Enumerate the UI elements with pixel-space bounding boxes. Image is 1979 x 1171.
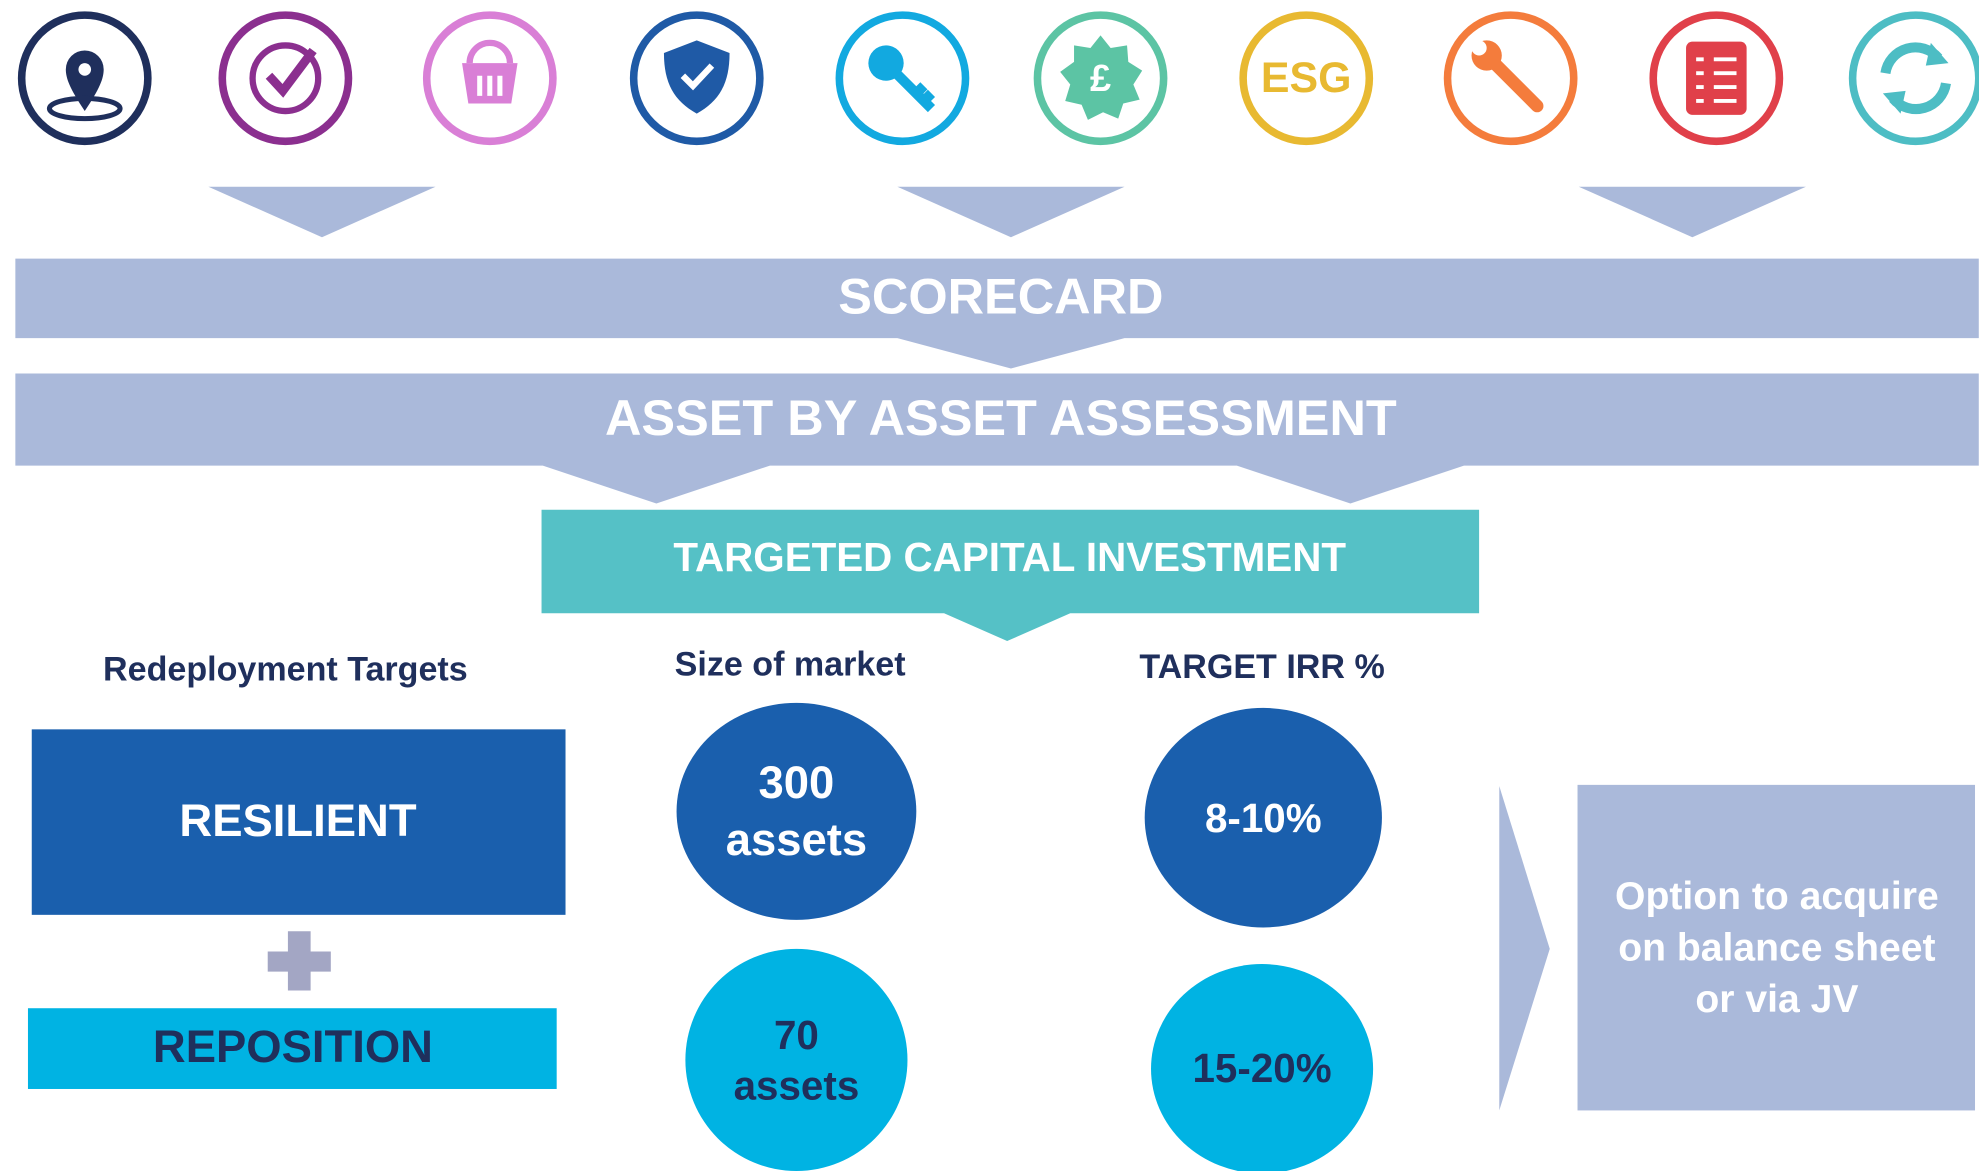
option-line: Option to acquire xyxy=(1615,875,1939,918)
assessment-label: ASSET BY ASSET ASSESSMENT xyxy=(605,389,1397,446)
market-circle xyxy=(676,702,917,920)
icon-list xyxy=(1649,11,1784,146)
scorecard-band xyxy=(15,258,1979,369)
icon-key xyxy=(835,11,970,146)
option-line: on balance sheet xyxy=(1618,927,1935,970)
icon-location xyxy=(17,11,152,146)
target-label: RESILIENT xyxy=(179,795,416,846)
icon-esg xyxy=(1239,11,1374,146)
market-unit: assets xyxy=(726,814,867,865)
icon-pound xyxy=(1033,11,1168,146)
plus-sign xyxy=(267,931,331,991)
market-number: 70 xyxy=(774,1012,819,1058)
irr-label: 15-20% xyxy=(1192,1045,1331,1091)
svg-text:£: £ xyxy=(1090,58,1111,100)
column-header: Size of market xyxy=(675,645,906,683)
arrow xyxy=(1499,786,1550,1111)
investment-box xyxy=(541,509,1480,642)
icon-wrench xyxy=(1443,11,1578,146)
target-label: REPOSITION xyxy=(153,1021,433,1072)
option-line: or via JV xyxy=(1695,978,1858,1021)
irr-circle xyxy=(1151,964,1374,1171)
column-header: Redeployment Targets xyxy=(103,650,468,688)
icon-basket xyxy=(422,11,557,146)
icon-label: ESG xyxy=(1261,54,1352,102)
target-box xyxy=(31,729,566,915)
irr-circle xyxy=(1144,707,1382,928)
icons: £ ESG xyxy=(17,11,1979,146)
option-box xyxy=(1577,784,1976,1111)
column-header: TARGET IRR % xyxy=(1139,648,1384,686)
irr-label: 8-10% xyxy=(1205,795,1322,841)
icon-shield xyxy=(629,11,764,146)
market-number: 300 xyxy=(759,757,835,808)
scorecard-label: SCORECARD xyxy=(838,268,1163,325)
chevrons xyxy=(208,186,1806,238)
investment-label: TARGETED CAPITAL INVESTMENT xyxy=(673,534,1346,580)
target-box xyxy=(27,1008,557,1089)
icon-refresh xyxy=(1848,11,1979,146)
assessment-band xyxy=(15,373,1979,504)
market-circle xyxy=(685,948,908,1171)
market-unit: assets xyxy=(734,1063,860,1109)
icon-check xyxy=(218,11,353,146)
